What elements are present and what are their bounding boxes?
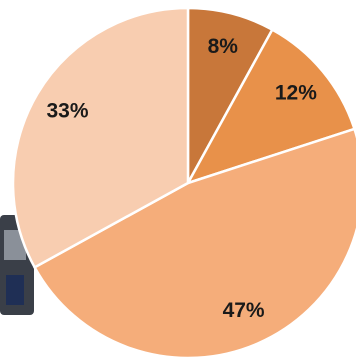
data-label: 8% <box>208 35 239 58</box>
data-label: 47% <box>223 299 265 322</box>
pie-slice <box>185 27 356 186</box>
pie-slice <box>11 6 190 270</box>
data-label: 12% <box>275 81 317 104</box>
pie-slice <box>32 127 356 359</box>
data-label: 33% <box>46 99 88 122</box>
